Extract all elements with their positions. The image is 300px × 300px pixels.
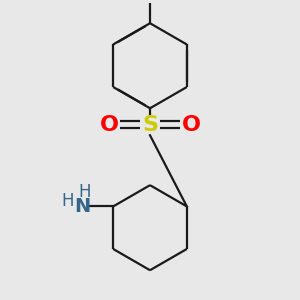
Text: O: O bbox=[182, 115, 200, 135]
Text: H: H bbox=[61, 192, 74, 210]
Text: S: S bbox=[142, 115, 158, 135]
Text: N: N bbox=[74, 197, 90, 216]
Text: O: O bbox=[100, 115, 118, 135]
Text: H: H bbox=[78, 183, 91, 201]
